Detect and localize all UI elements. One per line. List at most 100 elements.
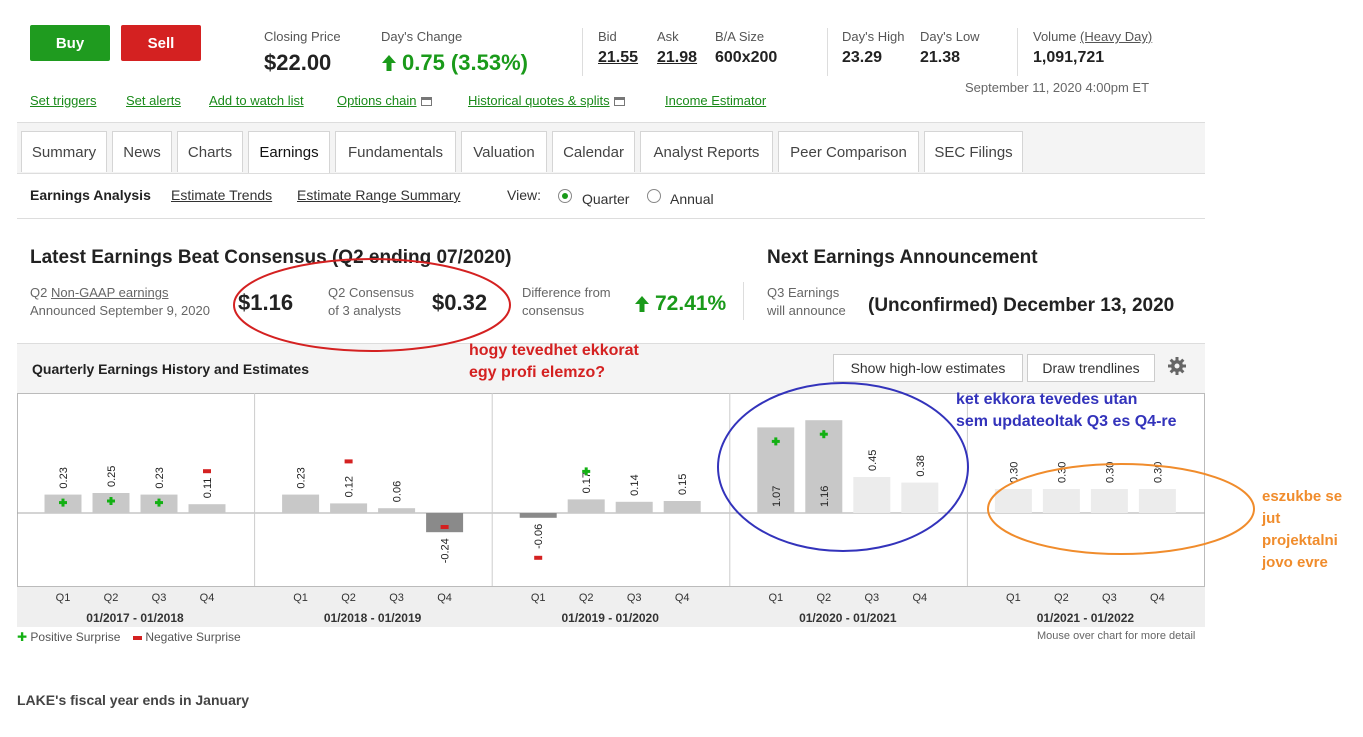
quarter-tick-label: Q3 bbox=[389, 592, 404, 604]
consensus-eps: $0.32 bbox=[432, 290, 488, 315]
positive-surprise-icon bbox=[582, 467, 591, 476]
bar-value-label: 0.38 bbox=[915, 455, 927, 476]
quarter-tick-label: Q2 bbox=[104, 592, 119, 604]
positive-surprise-icon bbox=[59, 498, 67, 507]
quarter-tick-label: Q1 bbox=[293, 592, 308, 604]
tab-fundamentals[interactable]: Fundamentals bbox=[335, 131, 456, 172]
bar bbox=[282, 494, 320, 513]
annual-radio[interactable] bbox=[647, 189, 661, 203]
quarter-tick-label: Q3 bbox=[152, 592, 167, 604]
quarter-tick-label: Q2 bbox=[816, 592, 831, 604]
bar-value-label: 0.30 bbox=[1056, 462, 1068, 483]
bar bbox=[519, 513, 557, 518]
positive-surprise-icon bbox=[107, 497, 115, 505]
quarter-tick-label: Q4 bbox=[1150, 592, 1165, 604]
quarter-tick-label: Q1 bbox=[531, 592, 546, 604]
days-low-value: 21.38 bbox=[920, 49, 961, 66]
subnav-earnings-analysis[interactable]: Earnings Analysis bbox=[30, 187, 151, 203]
add-to-watchlist-link[interactable]: Add to watch list bbox=[209, 93, 304, 108]
income-estimator-link[interactable]: Income Estimator bbox=[665, 93, 767, 108]
actual-eps: $1.16 bbox=[238, 290, 294, 315]
bar-value-label: 0.25 bbox=[106, 466, 118, 487]
show-high-low-button[interactable]: Show high-low estimates bbox=[833, 354, 1023, 382]
bar-value-label: 1.16 bbox=[819, 486, 831, 507]
external-window-icon bbox=[613, 97, 625, 107]
consensus-line2: of 3 analysts bbox=[328, 303, 401, 318]
orange-annotation-line: projektalni bbox=[1262, 532, 1338, 549]
fiscal-year-note: LAKE's fiscal year ends in January bbox=[17, 692, 250, 708]
quarter-prefix: Q2 bbox=[30, 285, 51, 300]
days-change-value: 0.75 (3.53%) bbox=[402, 50, 528, 75]
days-high-label: Day's High bbox=[842, 29, 905, 44]
ask-value[interactable]: 21.98 bbox=[657, 49, 698, 66]
legend-positive: ✚ Positive Surprise bbox=[17, 630, 120, 644]
tab-earnings[interactable]: Earnings bbox=[248, 131, 330, 173]
bar-value-label: 0.17 bbox=[581, 472, 593, 493]
set-alerts-link[interactable]: Set alerts bbox=[126, 93, 181, 108]
next-line2: will announce bbox=[767, 303, 846, 318]
blue-annotation: ket ekkora tevedes utan sem updateoltak … bbox=[956, 389, 1177, 433]
ask-label: Ask bbox=[657, 29, 679, 44]
tab-charts[interactable]: Charts bbox=[177, 131, 243, 172]
quarter-tick-label: Q4 bbox=[437, 592, 452, 604]
legend-positive-label: Positive Surprise bbox=[30, 630, 121, 644]
annual-label: Annual bbox=[670, 191, 714, 207]
volume-value: 1,091,721 bbox=[1033, 49, 1105, 66]
bar-value-label: 1.07 bbox=[771, 486, 783, 507]
quarter-label: Quarter bbox=[582, 191, 630, 207]
bar-value-label: 0.23 bbox=[154, 467, 166, 488]
sell-button[interactable]: Sell bbox=[121, 25, 201, 61]
bar bbox=[188, 504, 226, 513]
tab-analyst-reports[interactable]: Analyst Reports bbox=[640, 131, 773, 172]
red-annotation: hogy tevedhet ekkorat egy profi elemzo? bbox=[469, 340, 639, 384]
heavy-day-link[interactable]: (Heavy Day) bbox=[1080, 29, 1153, 44]
tab-sec-filings[interactable]: SEC Filings bbox=[924, 131, 1023, 172]
bar-value-label: 0.30 bbox=[1008, 462, 1020, 483]
buy-button[interactable]: Buy bbox=[30, 25, 110, 61]
historical-quotes-link[interactable]: Historical quotes & splits bbox=[468, 93, 625, 108]
closing-price-label: Closing Price bbox=[264, 29, 341, 44]
ba-size-label: B/A Size bbox=[715, 29, 765, 44]
bar-value-label: 0.12 bbox=[344, 476, 356, 497]
blue-annotation-line: ket ekkora tevedes utan bbox=[956, 391, 1138, 408]
next-line1: Q3 Earnings bbox=[767, 285, 840, 300]
quarter-radio[interactable] bbox=[558, 189, 572, 203]
days-change-label: Day's Change bbox=[381, 29, 463, 44]
up-arrow-icon bbox=[382, 55, 396, 71]
subnav-estimate-trends[interactable]: Estimate Trends bbox=[171, 187, 273, 203]
days-change: 0.75 (3.53%) bbox=[381, 50, 528, 76]
quarter-tick-label: Q1 bbox=[56, 592, 71, 604]
bar-value-label: 0.45 bbox=[867, 450, 879, 471]
latest-earnings-meta: Q2 Non-GAAP earnings Announced September… bbox=[30, 284, 210, 320]
next-earnings-title: Next Earnings Announcement bbox=[767, 247, 1038, 268]
chart-note: Mouse over chart for more detail bbox=[1037, 630, 1196, 642]
non-gaap-link[interactable]: Non-GAAP earnings bbox=[50, 285, 169, 300]
historical-quotes-label: Historical quotes & splits bbox=[468, 93, 610, 108]
bar-value-label: 0.15 bbox=[677, 474, 689, 495]
announced-date: Announced September 9, 2020 bbox=[30, 303, 210, 318]
tab-peer-comparison[interactable]: Peer Comparison bbox=[778, 131, 919, 172]
tab-news[interactable]: News bbox=[112, 131, 172, 172]
quarter-tick-label: Q4 bbox=[200, 592, 215, 604]
bid-label: Bid bbox=[598, 29, 617, 44]
bar bbox=[1138, 489, 1176, 513]
gear-icon[interactable] bbox=[1167, 356, 1187, 376]
set-triggers-link[interactable]: Set triggers bbox=[30, 93, 97, 108]
quarter-tick-label: Q3 bbox=[627, 592, 642, 604]
bid-value[interactable]: 21.55 bbox=[598, 49, 639, 66]
quarter-tick-label: Q2 bbox=[579, 592, 594, 604]
tab-valuation[interactable]: Valuation bbox=[461, 131, 547, 172]
bar-value-label: 0.11 bbox=[202, 478, 214, 499]
quarter-tick-label: Q4 bbox=[675, 592, 690, 604]
days-high-value: 23.29 bbox=[842, 49, 883, 66]
subnav-estimate-range[interactable]: Estimate Range Summary bbox=[297, 187, 461, 203]
difference-line2: consensus bbox=[522, 303, 585, 318]
volume-label: Volume (Heavy Day) bbox=[1033, 29, 1152, 44]
options-chain-link[interactable]: Options chain bbox=[337, 93, 432, 108]
bar bbox=[378, 508, 416, 513]
draw-trendlines-button[interactable]: Draw trendlines bbox=[1027, 354, 1155, 382]
volume-label-text: Volume bbox=[1033, 29, 1077, 44]
tab-summary[interactable]: Summary bbox=[21, 131, 107, 172]
latest-earnings-title: Latest Earnings Beat Consensus (Q2 endin… bbox=[30, 247, 512, 268]
tab-calendar[interactable]: Calendar bbox=[552, 131, 635, 172]
